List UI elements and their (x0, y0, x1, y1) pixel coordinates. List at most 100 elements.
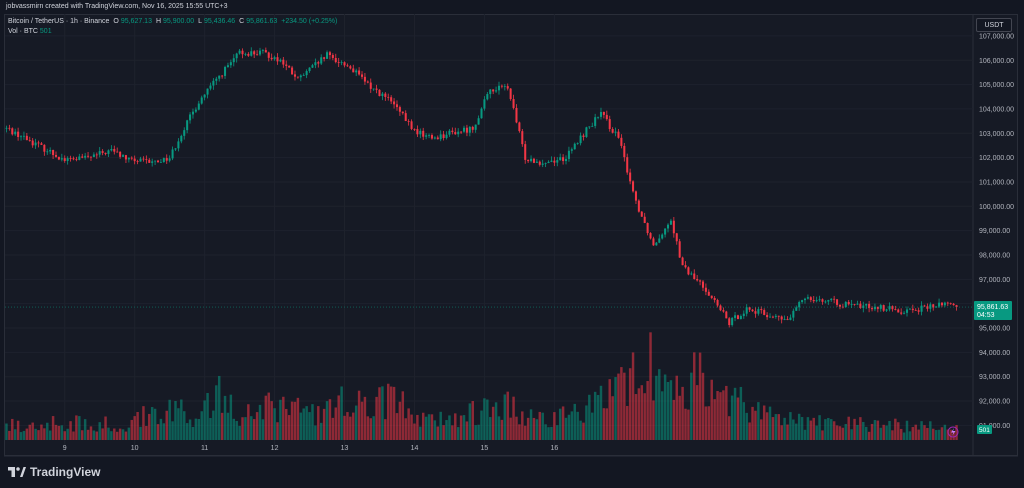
candle-body (413, 128, 416, 130)
volume-bar (733, 387, 737, 440)
candle-body (384, 93, 387, 97)
lightning-icon[interactable] (947, 426, 959, 438)
volume-bar (381, 386, 384, 440)
symbol-legend: Bitcoin / TetherUS · 1h · Binance O 95,62… (8, 18, 339, 25)
candle-body (757, 309, 760, 314)
candle-body (180, 135, 183, 142)
volume-bar (870, 423, 874, 440)
volume-bar (424, 416, 428, 440)
volume-bar (162, 423, 166, 440)
candle-body (416, 129, 419, 135)
volume-bar (81, 430, 84, 440)
volume-bar (818, 415, 821, 440)
volume-bar (471, 401, 474, 440)
volume-bar (503, 394, 507, 440)
volume-bar (299, 412, 303, 440)
volume-bar (800, 417, 804, 440)
volume-bar (142, 406, 145, 440)
volume-bar (171, 421, 174, 440)
volume-bar (19, 432, 23, 440)
lightning-glyph (951, 428, 956, 436)
candle-body (634, 191, 637, 201)
candle-body (238, 50, 241, 54)
candle-body (305, 71, 308, 76)
volume-bar (518, 424, 521, 440)
candle-body (623, 145, 626, 158)
volume-bar (235, 420, 238, 440)
candle-body (293, 74, 297, 77)
volume-bar (596, 395, 600, 440)
volume-label[interactable]: Vol · BTC (8, 28, 38, 35)
candle-body (535, 161, 538, 163)
tradingview-logo[interactable]: TradingView (8, 464, 100, 480)
volume-bar (748, 422, 751, 440)
volume-bar (89, 426, 93, 440)
symbol-name[interactable]: Bitcoin / TetherUS · 1h · Binance (8, 18, 110, 25)
volume-tag (977, 425, 992, 434)
volume-bar (136, 412, 139, 440)
volume-bar (751, 406, 754, 440)
volume-bar (127, 427, 131, 440)
candle-body (643, 216, 646, 223)
candle-body (646, 222, 649, 234)
candle-body (547, 161, 550, 163)
candle-body (22, 135, 25, 137)
candle-body (486, 94, 489, 100)
volume-bar (416, 414, 419, 440)
candle-body (614, 131, 617, 133)
candle-body (331, 55, 334, 58)
candle-body (203, 94, 206, 98)
volume-bar (663, 374, 667, 440)
volume-bar (614, 377, 617, 440)
candle-body (465, 127, 468, 133)
volume-bar (897, 422, 900, 440)
candle-body (696, 278, 699, 281)
volume-bar (293, 401, 297, 440)
candle-body (873, 306, 876, 310)
volume-bar (115, 431, 119, 440)
candle-body (387, 96, 390, 98)
candle-body (355, 70, 358, 73)
candle-body (448, 130, 451, 135)
volume-bar (331, 417, 335, 440)
candle-body (658, 238, 661, 243)
candle-body (75, 159, 78, 161)
volume-bar (456, 427, 460, 440)
candle-body (92, 154, 95, 157)
candle-body (323, 57, 326, 59)
volume-bar (643, 393, 646, 440)
volume-bar (573, 403, 576, 440)
volume-bar (556, 425, 559, 440)
volume-bar (617, 373, 620, 440)
candle-body (943, 302, 946, 306)
y-tick-label: 92,000.00 (979, 399, 1010, 406)
volume-bar (54, 424, 58, 440)
volume-bar (725, 385, 728, 440)
candle-body (495, 90, 498, 92)
candle-body (206, 88, 209, 95)
x-tick-label: 12 (271, 445, 279, 452)
candle-body (401, 111, 404, 114)
chart-panel[interactable] (4, 14, 1018, 456)
volume-bar (637, 388, 641, 440)
candle-body (760, 309, 763, 311)
volume-bar (832, 421, 836, 440)
volume-bar (932, 428, 935, 440)
volume-bar (695, 385, 699, 440)
candle-body (664, 228, 667, 235)
volume-bar (532, 417, 536, 440)
volume-bar (337, 395, 340, 440)
candle-body (171, 149, 174, 159)
candle-body (597, 116, 600, 118)
y-tick-label: 95,000.00 (979, 326, 1010, 333)
volume-bar (634, 394, 638, 440)
volume-bar (923, 425, 926, 440)
candle-body (780, 316, 783, 320)
candle-body (177, 141, 180, 149)
currency-button[interactable]: USDT (976, 18, 1012, 32)
candle-body (334, 57, 337, 63)
candle-body (136, 161, 139, 162)
volume-bar (765, 412, 769, 440)
volume-bar (72, 431, 75, 440)
